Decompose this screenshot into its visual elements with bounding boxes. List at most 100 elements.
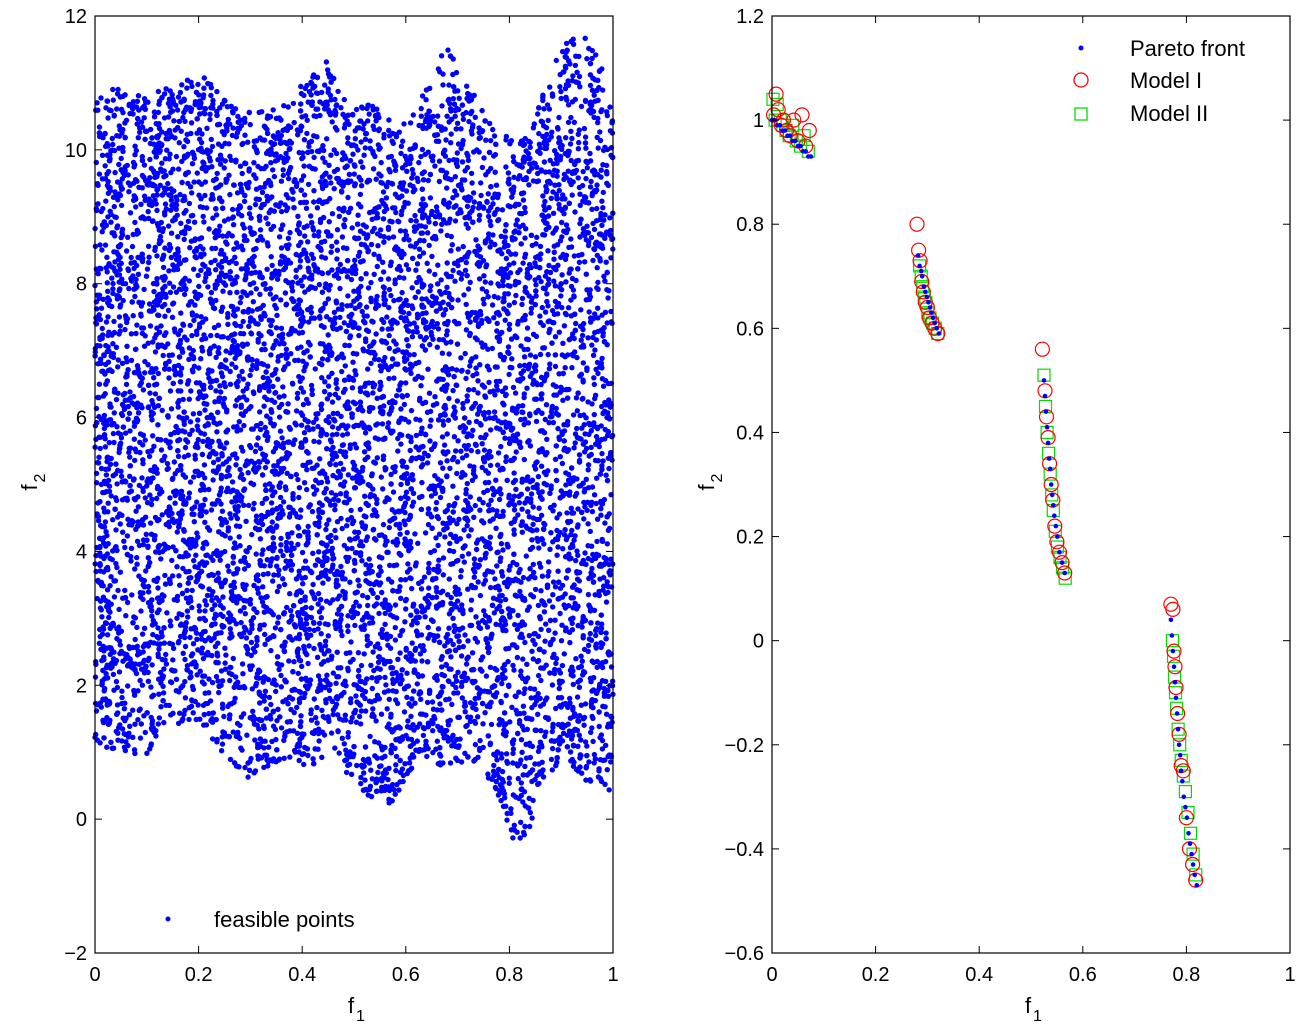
feasible-point [502, 317, 508, 323]
feasible-point [126, 445, 132, 451]
feasible-point [269, 409, 275, 415]
feasible-point [97, 498, 103, 505]
feasible-point [189, 190, 195, 196]
feasible-point [237, 181, 244, 187]
feasible-point [132, 661, 138, 667]
feasible-point [452, 218, 459, 224]
feasible-point [570, 73, 576, 79]
feasible-point [159, 160, 165, 166]
feasible-point [437, 701, 443, 707]
feasible-point [324, 136, 330, 142]
feasible-point [209, 597, 215, 603]
feasible-point [206, 226, 212, 232]
feasible-point [285, 175, 292, 182]
feasible-point [352, 235, 358, 241]
feasible-point [534, 527, 540, 533]
feasible-point [315, 590, 322, 597]
feasible-point [162, 313, 168, 319]
feasible-point [129, 592, 135, 598]
feasible-point [132, 566, 138, 572]
feasible-point [303, 199, 310, 205]
feasible-point [520, 197, 527, 203]
feasible-point [257, 536, 264, 542]
feasible-point [347, 333, 354, 339]
feasible-point [239, 213, 245, 219]
feasible-point [559, 622, 565, 628]
feasible-point [568, 283, 575, 290]
feasible-point [255, 237, 261, 244]
feasible-point [464, 523, 470, 529]
feasible-point [589, 342, 595, 348]
feasible-point [538, 677, 544, 684]
feasible-point [174, 266, 181, 273]
feasible-point [553, 57, 559, 64]
feasible-point [576, 139, 582, 146]
feasible-point [214, 108, 220, 115]
feasible-point [154, 609, 161, 616]
feasible-point [547, 546, 553, 552]
feasible-point [230, 655, 236, 662]
feasible-point [416, 447, 422, 453]
feasible-point [480, 296, 486, 302]
feasible-point [358, 283, 364, 290]
feasible-point [571, 537, 577, 543]
feasible-point [270, 107, 276, 113]
feasible-point [289, 613, 295, 619]
feasible-point [439, 103, 445, 109]
feasible-point [115, 357, 122, 363]
feasible-point [110, 280, 116, 287]
feasible-point [332, 507, 338, 513]
feasible-point [386, 345, 393, 352]
feasible-point [587, 184, 594, 190]
feasible-point [591, 492, 598, 498]
feasible-point [592, 311, 598, 317]
feasible-point [485, 775, 492, 781]
feasible-point [261, 563, 267, 569]
feasible-point [594, 538, 600, 545]
feasible-point [594, 285, 600, 291]
feasible-point [200, 213, 206, 220]
feasible-point [268, 322, 274, 329]
feasible-point [182, 444, 189, 451]
feasible-point [273, 688, 279, 695]
feasible-point [477, 403, 483, 410]
feasible-point [324, 396, 331, 402]
feasible-point [379, 197, 385, 204]
feasible-point [246, 767, 253, 773]
feasible-point [318, 401, 325, 407]
feasible-point [145, 243, 152, 249]
feasible-point [317, 219, 324, 225]
feasible-point [103, 472, 110, 478]
feasible-point [496, 496, 503, 503]
feasible-point [435, 693, 441, 700]
feasible-point [140, 457, 146, 463]
feasible-point [194, 499, 200, 505]
feasible-point [268, 701, 274, 708]
feasible-point [97, 633, 103, 640]
feasible-point [198, 267, 204, 273]
feasible-point [596, 723, 602, 730]
feasible-point [451, 623, 457, 629]
feasible-point [487, 545, 493, 552]
feasible-point [365, 602, 371, 609]
feasible-point [393, 209, 399, 216]
feasible-point [295, 670, 301, 677]
feasible-point [133, 330, 139, 337]
feasible-point [400, 138, 406, 144]
feasible-point [494, 387, 501, 393]
feasible-point [386, 117, 392, 123]
feasible-point [223, 357, 229, 363]
feasible-point [320, 143, 326, 149]
feasible-point [310, 550, 316, 556]
feasible-point [538, 167, 544, 173]
feasible-point [585, 462, 592, 468]
feasible-point [268, 500, 275, 506]
feasible-point [423, 97, 429, 103]
feasible-point [372, 435, 378, 441]
feasible-point [472, 695, 478, 702]
feasible-point [532, 354, 539, 360]
feasible-point [343, 490, 349, 496]
feasible-point [195, 81, 201, 88]
feasible-point [583, 145, 589, 151]
feasible-point [408, 370, 414, 376]
